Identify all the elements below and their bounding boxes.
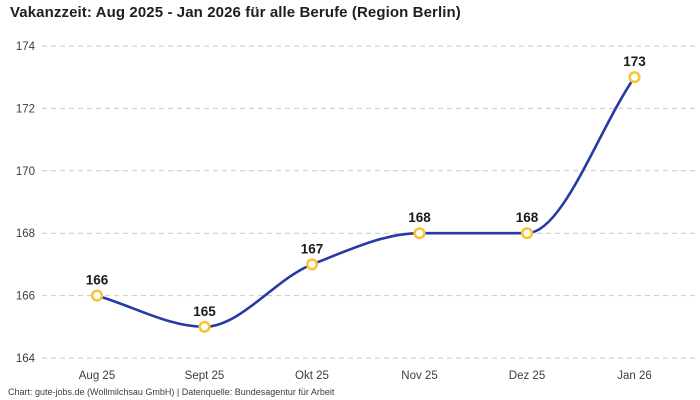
data-point-label: 173 [623, 54, 646, 69]
data-point-label: 167 [301, 241, 324, 256]
y-axis-tick-label: 174 [16, 41, 36, 53]
data-point-label: 168 [408, 210, 431, 225]
trend-line [95, 75, 636, 329]
x-axis-tick-label: Jan 26 [617, 370, 652, 382]
data-point-marker [198, 320, 211, 333]
x-axis-tick-label: Okt 25 [295, 370, 329, 382]
chart-title: Vakanzzeit: Aug 2025 - Jan 2026 für alle… [10, 4, 461, 21]
data-point-marker [413, 227, 426, 240]
x-axis-tick-label: Nov 25 [401, 370, 437, 382]
y-axis-tick-label: 166 [16, 291, 35, 303]
data-point-label: 166 [86, 273, 109, 288]
x-axis-tick-label: Dez 25 [509, 370, 545, 382]
y-axis-tick-label: 164 [16, 353, 36, 365]
data-point-marker [520, 227, 534, 240]
data-point-marker [90, 289, 104, 302]
y-axis-tick-label: 170 [16, 166, 35, 178]
data-point-marker [628, 71, 641, 84]
chart-source-credit: Chart: gute-jobs.de (Wollmilchsau GmbH) … [8, 387, 335, 397]
y-axis-tick-label: 168 [16, 228, 35, 240]
x-axis-tick-label: Sept 25 [185, 370, 225, 382]
x-axis-tick-label: Aug 25 [79, 370, 115, 382]
data-point-label: 168 [516, 210, 539, 225]
y-axis-tick-label: 172 [16, 103, 35, 115]
data-point-label: 165 [193, 304, 216, 319]
data-point-marker [305, 258, 319, 271]
